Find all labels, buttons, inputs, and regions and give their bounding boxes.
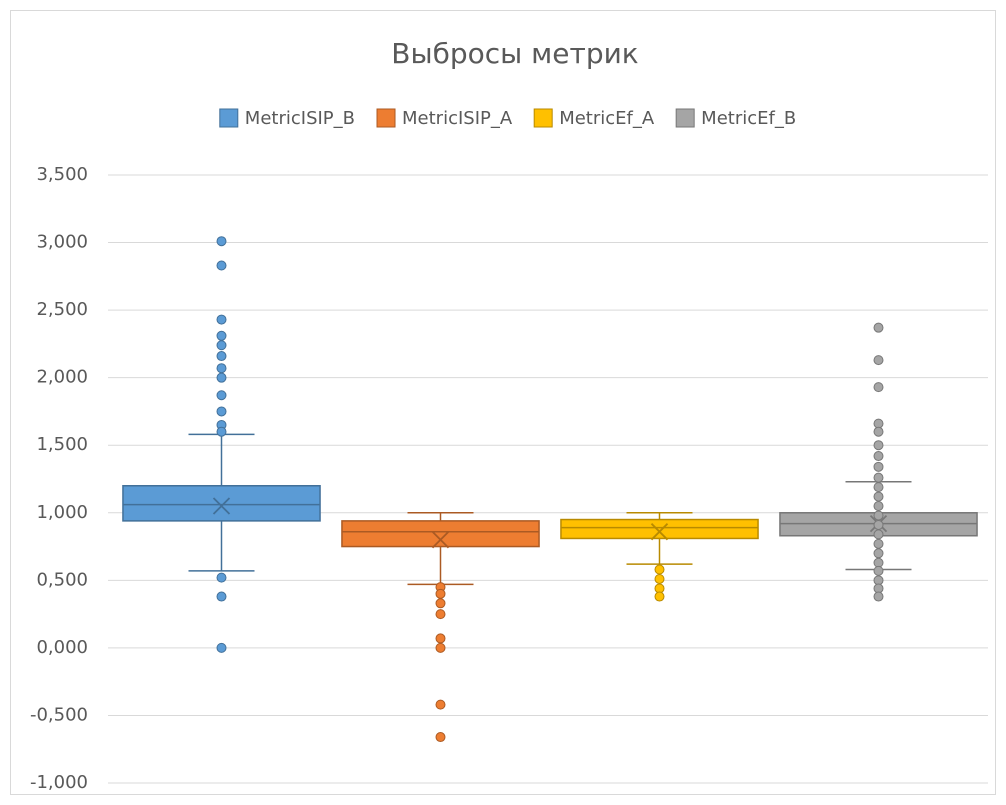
legend-swatch	[376, 108, 396, 128]
box	[341, 520, 540, 548]
outlier	[216, 260, 227, 271]
outlier	[873, 519, 884, 530]
outlier	[873, 482, 884, 493]
outlier	[435, 633, 446, 644]
outlier	[216, 642, 227, 653]
outlier	[216, 406, 227, 417]
legend-label: MetricEf_A	[559, 108, 655, 129]
box	[560, 518, 759, 540]
outlier	[873, 322, 884, 333]
outlier	[216, 351, 227, 362]
outlier	[216, 426, 227, 437]
outlier	[216, 330, 227, 341]
y-tick-label: 1,500	[36, 434, 88, 455]
outlier	[873, 382, 884, 393]
outlier	[216, 591, 227, 602]
outlier	[435, 609, 446, 620]
outlier	[435, 598, 446, 609]
y-tick-label: -1,000	[30, 772, 88, 793]
outlier	[654, 591, 665, 602]
y-tick-label: 1,000	[36, 502, 88, 523]
chart-title: Выбросы метрик	[391, 37, 638, 70]
outlier	[873, 529, 884, 540]
y-tick-label: 2,500	[36, 299, 88, 320]
legend-swatch	[675, 108, 695, 128]
outlier	[873, 548, 884, 559]
y-tick-label: -0,500	[30, 704, 88, 725]
legend-label: MetricISIP_A	[402, 108, 513, 129]
outlier	[873, 510, 884, 521]
y-tick-label: 0,000	[36, 637, 88, 658]
outlier	[216, 390, 227, 401]
outlier	[873, 538, 884, 549]
mean-marker	[212, 497, 231, 515]
outlier	[216, 314, 227, 325]
legend-label: MetricEf_B	[701, 108, 796, 129]
legend-swatch	[219, 108, 239, 128]
outlier	[654, 573, 665, 584]
y-tick-label: 3,000	[36, 232, 88, 253]
mean-marker	[650, 523, 669, 541]
y-tick-label: 0,500	[36, 569, 88, 590]
y-tick-label: 2,000	[36, 367, 88, 388]
outlier	[873, 472, 884, 483]
mean-marker	[431, 531, 450, 549]
outlier	[654, 564, 665, 575]
outlier	[435, 732, 446, 743]
legend-swatch	[533, 108, 553, 128]
outlier	[435, 642, 446, 653]
outlier	[216, 572, 227, 583]
outlier	[873, 591, 884, 602]
outlier	[873, 355, 884, 366]
outlier	[873, 461, 884, 472]
outlier	[873, 440, 884, 451]
legend-label: MetricISIP_B	[245, 108, 355, 129]
outlier	[216, 363, 227, 374]
outlier	[216, 340, 227, 351]
outlier	[435, 588, 446, 599]
outlier	[216, 372, 227, 383]
outlier	[873, 426, 884, 437]
outlier	[873, 451, 884, 462]
legend: MetricISIP_B MetricISIP_A MetricEf_A Metric…	[219, 108, 796, 129]
outlier	[216, 236, 227, 247]
y-tick-label: 3,500	[36, 164, 88, 185]
box	[122, 485, 321, 522]
outlier	[435, 699, 446, 710]
outlier	[873, 491, 884, 502]
chart-border	[10, 10, 996, 795]
outlier	[873, 565, 884, 576]
outlier	[873, 501, 884, 512]
